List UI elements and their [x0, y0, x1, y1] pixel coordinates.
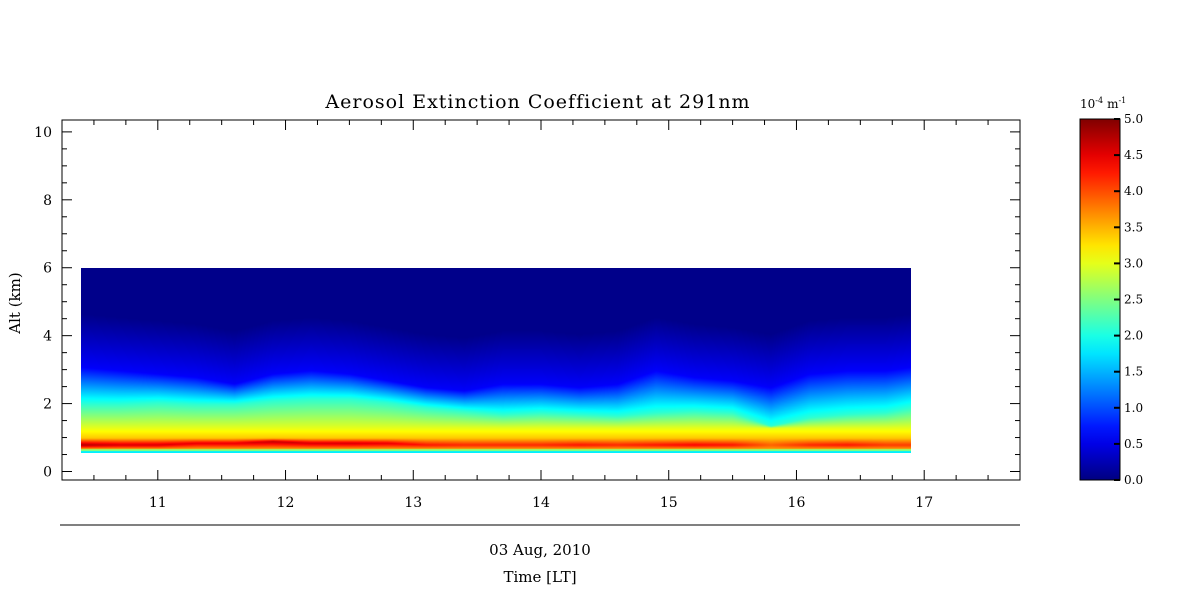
colorbar-tick-label: 2.0: [1124, 329, 1143, 343]
colorbar-tick-label: 3.0: [1124, 256, 1143, 270]
colorbar-tick-label: 1.5: [1124, 365, 1143, 379]
colorbar-tick-label: 4.0: [1124, 184, 1143, 198]
x-tick-label: 15: [660, 495, 678, 511]
colorbar-tick-label: 3.5: [1124, 220, 1143, 234]
x-tick-label: 17: [915, 495, 933, 511]
y-tick-label: 6: [43, 261, 52, 277]
y-axis: 0 2 4 6 8 10: [34, 125, 1020, 481]
colorbar-tick-label: 0.5: [1124, 437, 1143, 451]
colorbar-ticks: 0.0 0.5 1.0 1.5 2.0 2.5 3.0 3.5 4.0 4.5 5.0: [1114, 112, 1143, 487]
colorbar-tick-label: 1.0: [1124, 401, 1143, 415]
colorbar-tick-label: 5.0: [1124, 112, 1143, 126]
colorbar-gradient: [1079, 118, 1121, 481]
y-axis-label: Alt (km): [6, 272, 24, 334]
x-tick-label: 11: [149, 495, 167, 511]
y-tick-label: 4: [43, 329, 52, 345]
x-tick-label: 14: [532, 495, 550, 511]
chart-title: Aerosol Extinction Coefficient at 291nm: [324, 91, 750, 113]
colorbar-tick-label: 2.5: [1124, 293, 1143, 307]
y-tick-label: 0: [43, 465, 52, 481]
heatmap-image: [81, 268, 911, 453]
heatmap: [81, 268, 911, 453]
x-tick-label: 16: [788, 495, 806, 511]
y-tick-label: 10: [34, 125, 52, 141]
colorbar-unit: 10-4 m-1: [1080, 96, 1126, 111]
x-axis-label: Time [LT]: [503, 568, 576, 586]
colorbar: 0.0 0.5 1.0 1.5 2.0 2.5 3.0 3.5 4.0 4.5 5.0 10-4 m-…: [1079, 96, 1143, 487]
colorbar-tick-label: 4.5: [1124, 148, 1143, 162]
y-tick-label: 8: [43, 193, 52, 209]
x-tick-label: 13: [404, 495, 422, 511]
colorbar-tick-label: 0.0: [1124, 473, 1143, 487]
x-axis: 11 12 13 14 15 16 17: [61, 120, 1021, 511]
x-tick-label: 12: [277, 495, 295, 511]
x-axis-date-label: 03 Aug, 2010: [489, 541, 591, 559]
y-tick-label: 2: [43, 397, 52, 413]
